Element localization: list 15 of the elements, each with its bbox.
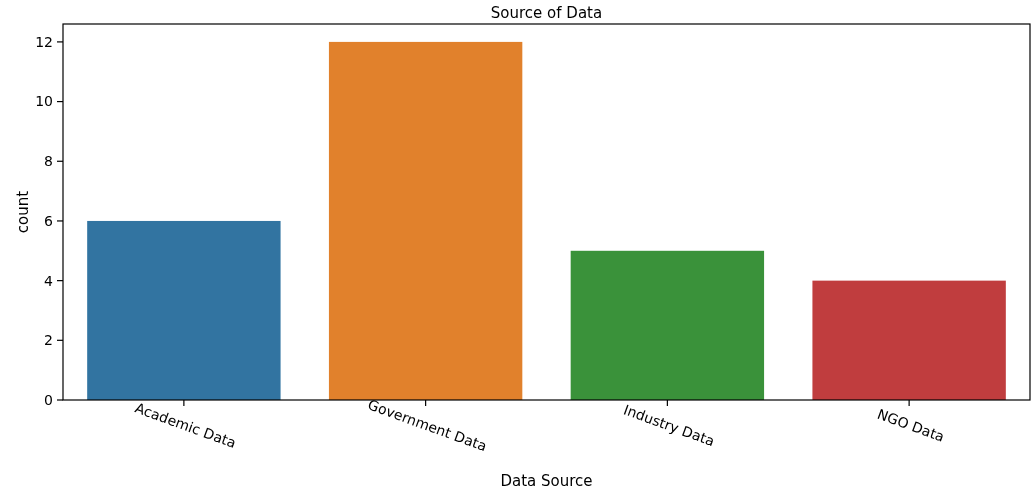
y-tick-label: 6 (44, 212, 54, 229)
y-tick-label: 0 (44, 391, 53, 408)
y-tick-label: 8 (44, 153, 53, 170)
x-axis-title: Data Source (500, 472, 593, 490)
y-tick-label: 10 (35, 93, 53, 110)
x-tick-label: NGO Data (875, 405, 947, 445)
chart-title: Source of Data (490, 4, 603, 22)
bar (328, 41, 523, 400)
y-tick-label: 4 (44, 272, 54, 289)
bar (87, 220, 281, 400)
y-tick-label: 2 (44, 332, 53, 349)
y-tick-label: 12 (35, 33, 53, 50)
y-axis-title: count (14, 190, 32, 234)
bar (570, 250, 765, 400)
bar (812, 280, 1006, 400)
